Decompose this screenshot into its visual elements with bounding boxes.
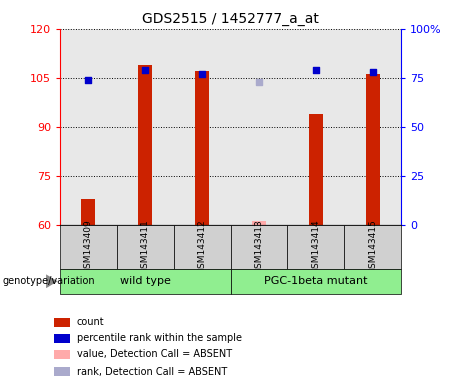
Bar bbox=[81, 199, 95, 225]
Bar bbox=[54, 334, 70, 343]
Bar bbox=[252, 222, 266, 225]
Bar bbox=[309, 114, 323, 225]
Bar bbox=[117, 225, 174, 269]
Text: genotype/variation: genotype/variation bbox=[2, 276, 95, 286]
Point bbox=[255, 79, 263, 85]
Text: GSM143412: GSM143412 bbox=[198, 219, 207, 274]
Point bbox=[312, 67, 319, 73]
Bar bbox=[138, 65, 152, 225]
Bar bbox=[60, 225, 117, 269]
Bar bbox=[54, 367, 70, 376]
Bar bbox=[344, 225, 401, 269]
Text: PGC-1beta mutant: PGC-1beta mutant bbox=[264, 276, 367, 286]
Point bbox=[369, 69, 376, 75]
Text: value, Detection Call = ABSENT: value, Detection Call = ABSENT bbox=[77, 349, 231, 359]
Bar bbox=[230, 269, 401, 294]
Text: GSM143411: GSM143411 bbox=[141, 219, 150, 274]
Text: rank, Detection Call = ABSENT: rank, Detection Call = ABSENT bbox=[77, 367, 227, 377]
Bar bbox=[60, 269, 230, 294]
Text: percentile rank within the sample: percentile rank within the sample bbox=[77, 333, 242, 343]
Bar bbox=[54, 318, 70, 327]
Bar bbox=[366, 74, 380, 225]
Text: GSM143415: GSM143415 bbox=[368, 219, 377, 274]
Bar bbox=[287, 225, 344, 269]
Title: GDS2515 / 1452777_a_at: GDS2515 / 1452777_a_at bbox=[142, 12, 319, 26]
Text: GSM143413: GSM143413 bbox=[254, 219, 263, 274]
Bar bbox=[174, 225, 230, 269]
Text: count: count bbox=[77, 317, 104, 327]
Point bbox=[198, 71, 206, 77]
Bar bbox=[195, 71, 209, 225]
Polygon shape bbox=[46, 274, 58, 288]
Point bbox=[85, 77, 92, 83]
Bar bbox=[230, 225, 287, 269]
Point bbox=[142, 67, 149, 73]
Text: wild type: wild type bbox=[120, 276, 171, 286]
Text: GSM143409: GSM143409 bbox=[84, 219, 93, 274]
Bar bbox=[54, 350, 70, 359]
Text: GSM143414: GSM143414 bbox=[311, 219, 320, 274]
